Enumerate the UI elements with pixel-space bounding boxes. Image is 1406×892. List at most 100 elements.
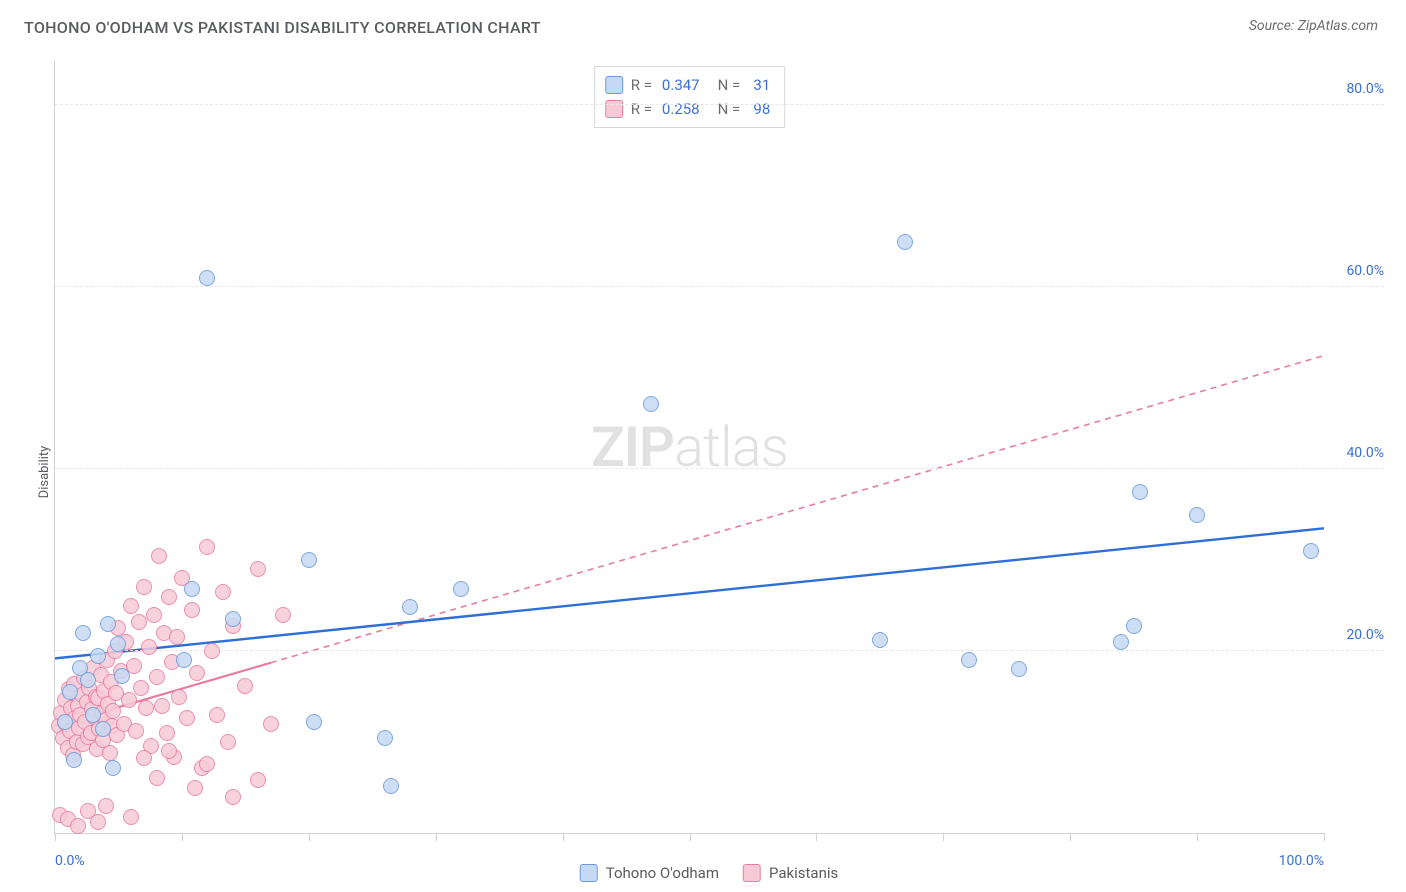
data-point-pakistanis	[123, 598, 139, 614]
data-point-tohono	[90, 648, 106, 664]
legend-item-b: Pakistanis	[743, 864, 838, 882]
data-point-tohono	[176, 652, 192, 668]
x-tick	[563, 833, 564, 841]
x-tick-label: 0.0%	[55, 853, 85, 869]
y-tick-label: 20.0%	[1346, 627, 1384, 643]
data-point-pakistanis	[199, 539, 215, 555]
data-point-pakistanis	[171, 689, 187, 705]
data-point-pakistanis	[149, 770, 165, 786]
plot-area: ZIPatlas R =0.347 N =31 R =0.258 N =98 2…	[54, 60, 1324, 834]
data-point-tohono	[1113, 634, 1129, 650]
data-point-pakistanis	[138, 700, 154, 716]
x-tick	[1197, 833, 1198, 841]
swatch-a-icon	[605, 76, 623, 94]
y-tick-label: 60.0%	[1346, 263, 1384, 279]
data-point-tohono	[100, 616, 116, 632]
data-point-pakistanis	[149, 669, 165, 685]
data-point-pakistanis	[189, 665, 205, 681]
grid-line	[55, 468, 1384, 469]
x-tick	[182, 833, 183, 841]
data-point-tohono	[301, 552, 317, 568]
x-tick	[816, 833, 817, 841]
data-point-tohono	[1126, 618, 1142, 634]
x-tick	[55, 833, 56, 841]
stats-legend-box: R =0.347 N =31 R =0.258 N =98	[594, 66, 786, 128]
data-point-pakistanis	[237, 678, 253, 694]
data-point-pakistanis	[121, 692, 137, 708]
chart-area: Disability ZIPatlas R =0.347 N =31 R =0.…	[24, 52, 1394, 892]
data-point-tohono	[961, 652, 977, 668]
data-point-pakistanis	[179, 710, 195, 726]
x-tick	[690, 833, 691, 841]
legend-label-b: Pakistanis	[769, 864, 838, 882]
bottom-legend: Tohono O'odham Pakistanis	[580, 864, 839, 882]
x-tick	[309, 833, 310, 841]
data-point-tohono	[95, 721, 111, 737]
watermark: ZIPatlas	[591, 414, 788, 480]
y-axis-label: Disability	[37, 446, 52, 499]
data-point-pakistanis	[250, 561, 266, 577]
data-point-tohono	[1303, 543, 1319, 559]
data-point-pakistanis	[225, 789, 241, 805]
data-point-tohono	[62, 684, 78, 700]
data-point-pakistanis	[136, 579, 152, 595]
swatch-a-icon	[580, 864, 598, 882]
data-point-pakistanis	[161, 743, 177, 759]
legend-label-a: Tohono O'odham	[606, 864, 719, 882]
data-point-pakistanis	[131, 614, 147, 630]
grid-line	[55, 286, 1384, 287]
data-point-pakistanis	[169, 629, 185, 645]
data-point-pakistanis	[275, 607, 291, 623]
data-point-tohono	[897, 234, 913, 250]
data-point-pakistanis	[154, 698, 170, 714]
y-tick-label: 40.0%	[1346, 445, 1384, 461]
trend-lines	[55, 60, 1324, 833]
data-point-tohono	[80, 672, 96, 688]
data-point-tohono	[1132, 484, 1148, 500]
data-point-pakistanis	[133, 680, 149, 696]
data-point-pakistanis	[98, 798, 114, 814]
data-point-tohono	[57, 714, 73, 730]
data-point-tohono	[110, 636, 126, 652]
grid-line	[55, 104, 1384, 105]
data-point-pakistanis	[123, 809, 139, 825]
data-point-tohono	[199, 270, 215, 286]
data-point-pakistanis	[159, 725, 175, 741]
data-point-tohono	[225, 611, 241, 627]
swatch-b-icon	[605, 100, 623, 118]
x-tick	[1324, 833, 1325, 841]
data-point-tohono	[66, 752, 82, 768]
data-point-pakistanis	[204, 643, 220, 659]
data-point-pakistanis	[184, 602, 200, 618]
data-point-tohono	[872, 632, 888, 648]
data-point-pakistanis	[128, 723, 144, 739]
data-point-pakistanis	[250, 772, 266, 788]
swatch-b-icon	[743, 864, 761, 882]
data-point-pakistanis	[70, 818, 86, 834]
data-point-tohono	[383, 778, 399, 794]
chart-title: TOHONO O'ODHAM VS PAKISTANI DISABILITY C…	[24, 18, 541, 37]
data-point-tohono	[105, 760, 121, 776]
data-point-tohono	[1189, 507, 1205, 523]
data-point-pakistanis	[161, 589, 177, 605]
grid-line	[55, 650, 1384, 651]
data-point-pakistanis	[263, 716, 279, 732]
stats-row-a: R =0.347 N =31	[605, 73, 771, 97]
chart-source: Source: ZipAtlas.com	[1249, 18, 1378, 34]
data-point-pakistanis	[102, 745, 118, 761]
stats-row-b: R =0.258 N =98	[605, 97, 771, 121]
data-point-pakistanis	[146, 607, 162, 623]
data-point-tohono	[1011, 661, 1027, 677]
data-point-pakistanis	[215, 584, 231, 600]
y-tick-label: 80.0%	[1346, 81, 1384, 97]
data-point-tohono	[85, 707, 101, 723]
data-point-pakistanis	[187, 780, 203, 796]
data-point-tohono	[643, 396, 659, 412]
data-point-tohono	[453, 581, 469, 597]
x-tick-label: 100.0%	[1279, 853, 1324, 869]
data-point-pakistanis	[220, 734, 236, 750]
data-point-tohono	[184, 581, 200, 597]
data-point-pakistanis	[136, 750, 152, 766]
data-point-pakistanis	[199, 756, 215, 772]
x-tick	[943, 833, 944, 841]
